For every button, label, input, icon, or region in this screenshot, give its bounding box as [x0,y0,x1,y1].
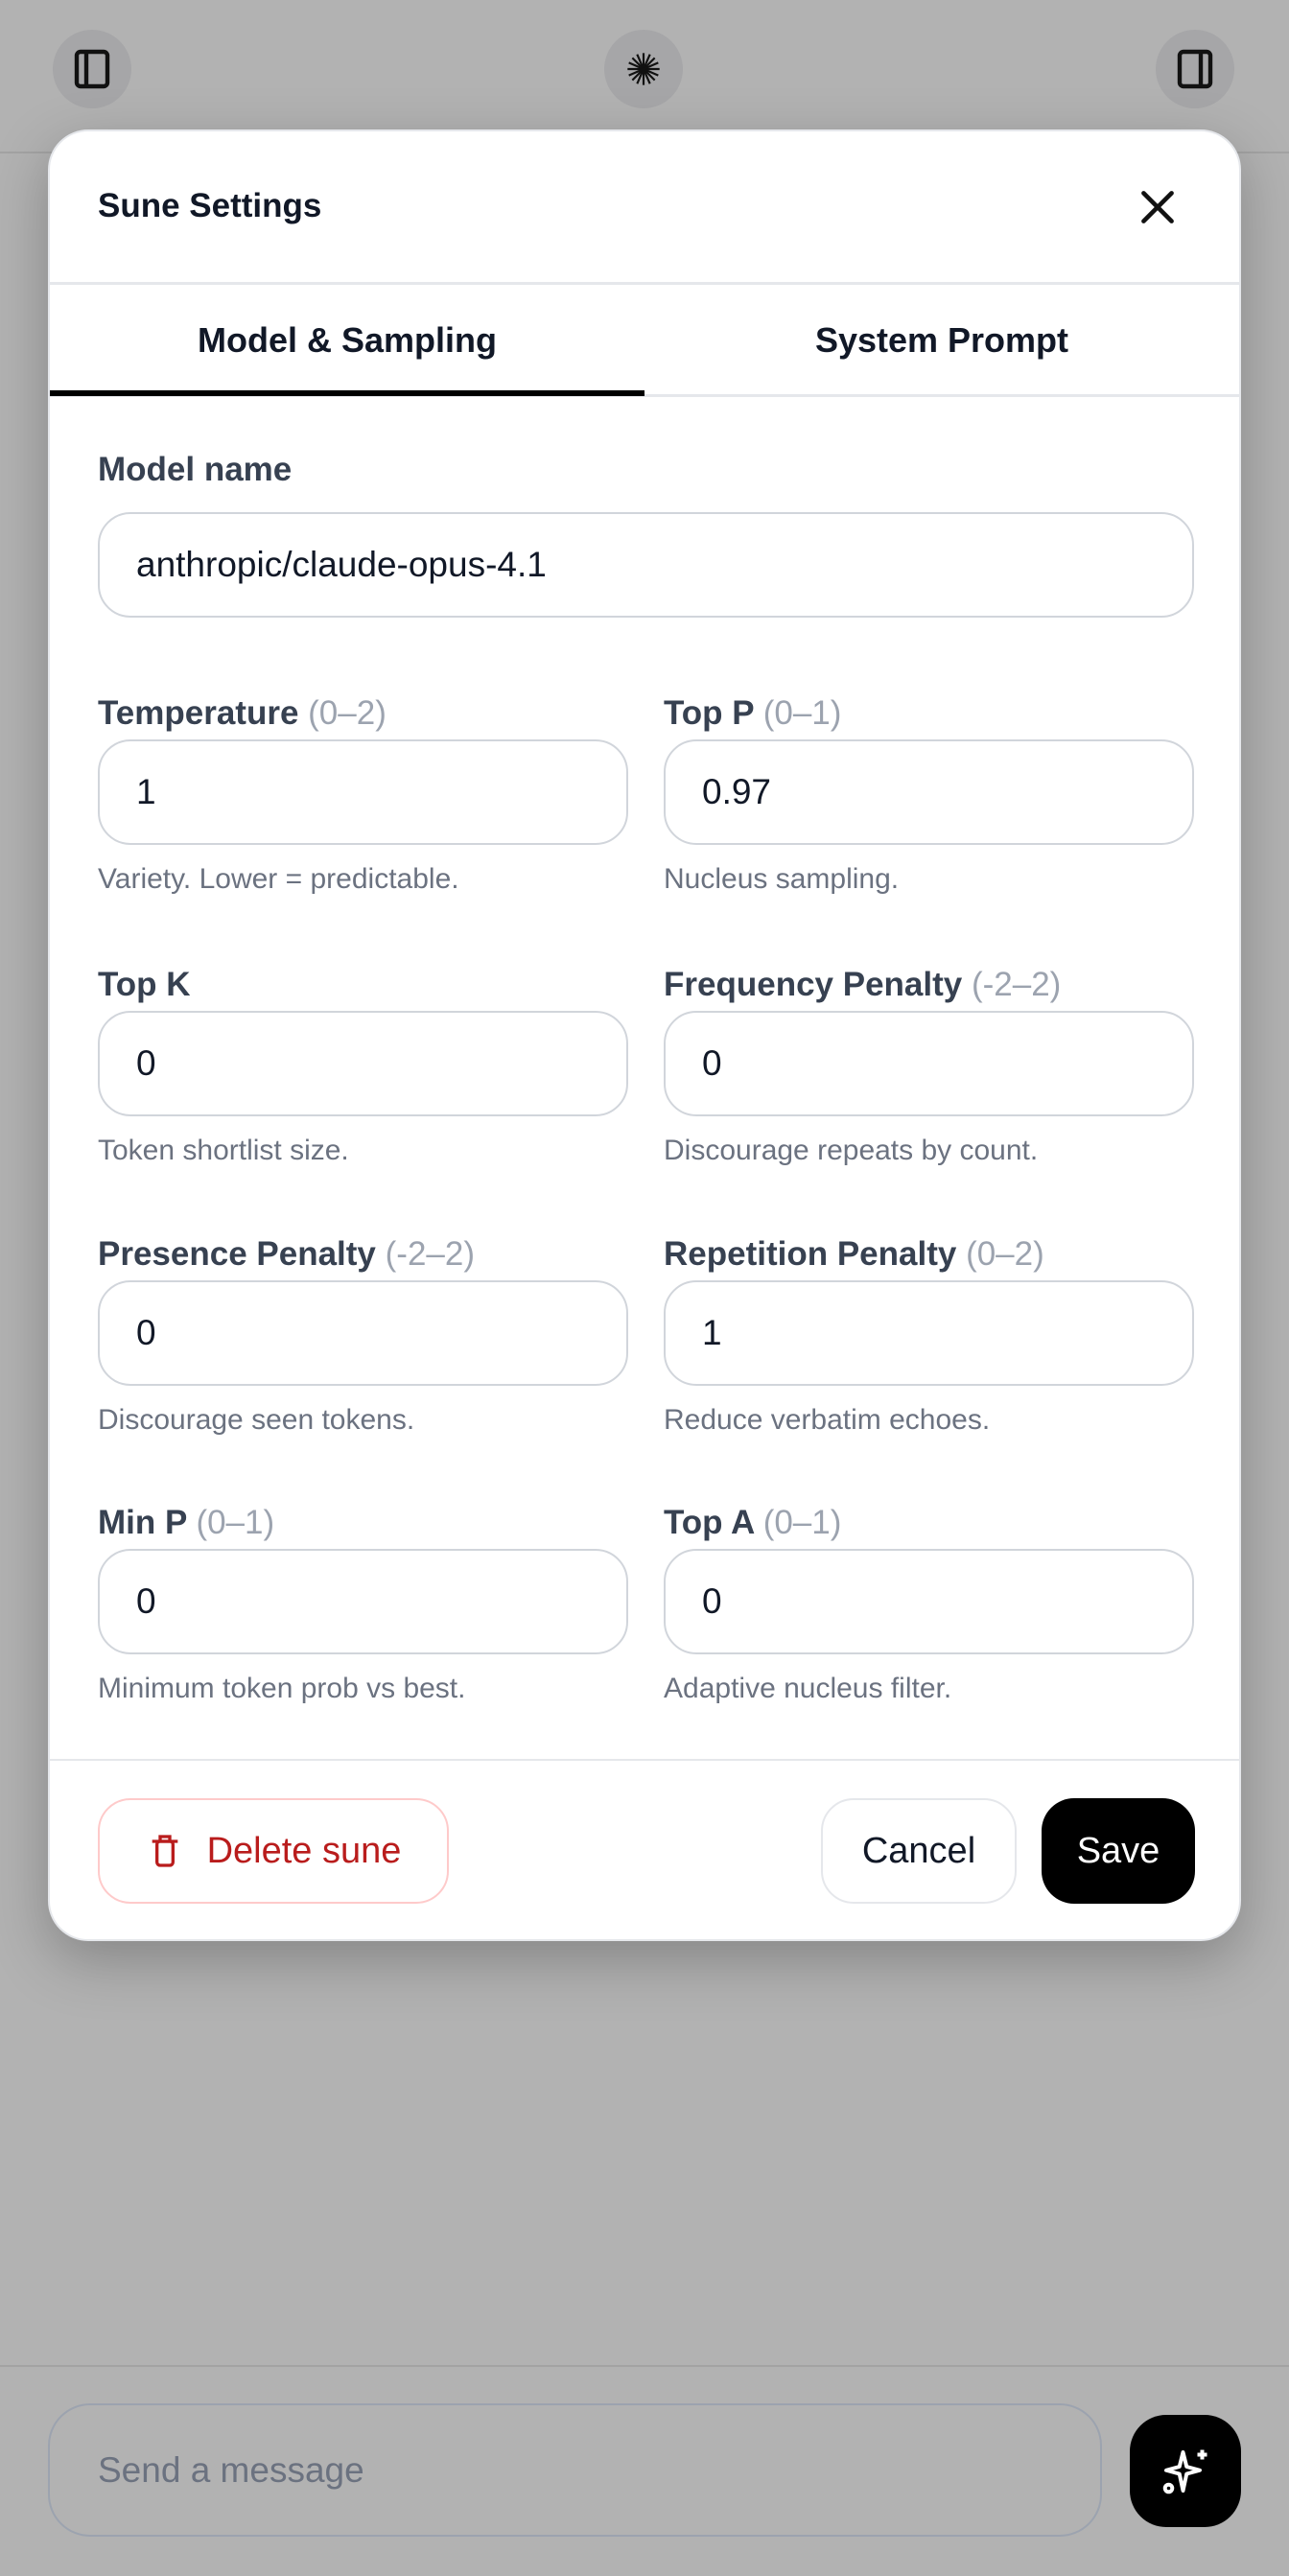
top-a-hint: Adaptive nucleus filter. [664,1673,952,1704]
delete-sune-button[interactable]: Delete sune [98,1798,449,1904]
top-k-label: Top K [98,966,191,1004]
message-input[interactable]: Send a message [48,2403,1102,2537]
footer-divider [50,1759,1239,1761]
top-a-label-text: Top A [664,1504,754,1541]
tabs-divider [50,394,1239,397]
composer-divider [0,2365,1289,2367]
logo-button[interactable] [604,30,683,108]
temperature-label-text: Temperature [98,694,299,732]
modal-title: Sune Settings [98,187,322,224]
top-p-label-text: Top P [664,694,754,732]
temperature-hint: Variety. Lower = predictable. [98,863,459,895]
cancel-button[interactable]: Cancel [821,1798,1017,1904]
frequency-penalty-label-text: Frequency Penalty [664,966,963,1003]
presence-penalty-input[interactable]: 0 [98,1280,628,1386]
repetition-penalty-label: Repetition Penalty (0–2) [664,1235,1044,1274]
top-p-range: (0–1) [762,694,842,732]
sidebar-right-icon [1177,49,1213,89]
top-a-input[interactable]: 0 [664,1549,1194,1654]
frequency-penalty-input[interactable]: 0 [664,1011,1194,1116]
top-k-label-text: Top K [98,966,191,1003]
temperature-label: Temperature (0–2) [98,694,387,733]
repetition-penalty-label-text: Repetition Penalty [664,1235,957,1273]
sparkle-icon [1162,2449,1207,2494]
sidebar-left-icon [74,49,110,89]
frequency-penalty-label: Frequency Penalty (-2–2) [664,966,1061,1004]
close-icon [1141,191,1174,223]
trash-icon [152,1835,177,1867]
starburst-logo-icon [627,53,660,85]
frequency-penalty-range: (-2–2) [971,966,1062,1003]
toggle-right-sidebar-button[interactable] [1156,30,1234,108]
temperature-range: (0–2) [308,694,387,732]
presence-penalty-hint: Discourage seen tokens. [98,1404,415,1436]
presence-penalty-label: Presence Penalty (-2–2) [98,1235,475,1274]
settings-modal: Sune Settings Model & Sampling System Pr… [48,129,1241,1941]
top-p-hint: Nucleus sampling. [664,863,900,895]
frequency-penalty-hint: Discourage repeats by count. [664,1135,1039,1166]
min-p-label-text: Min P [98,1504,187,1541]
min-p-range: (0–1) [196,1504,275,1541]
top-a-range: (0–1) [762,1504,842,1541]
repetition-penalty-input[interactable]: 1 [664,1280,1194,1386]
top-p-label: Top P (0–1) [664,694,841,733]
presence-penalty-range: (-2–2) [385,1235,476,1273]
model-name-label: Model name [98,451,293,488]
presence-penalty-label-text: Presence Penalty [98,1235,376,1273]
save-button[interactable]: Save [1042,1798,1195,1904]
title-divider [50,282,1239,285]
top-p-input[interactable]: 0.97 [664,739,1194,845]
min-p-input[interactable]: 0 [98,1549,628,1654]
model-name-input[interactable]: anthropic/claude-opus-4.1 [98,512,1194,618]
message-placeholder: Send a message [98,2449,364,2490]
toggle-left-sidebar-button[interactable] [53,30,131,108]
repetition-penalty-range: (0–2) [966,1235,1044,1273]
tab-system-prompt[interactable]: System Prompt [814,319,1069,360]
temperature-input[interactable]: 1 [98,739,628,845]
active-tab-indicator [50,390,644,396]
delete-sune-label: Delete sune [206,1830,402,1871]
min-p-label: Min P (0–1) [98,1504,274,1542]
close-button[interactable] [1134,183,1182,231]
top-k-hint: Token shortlist size. [98,1135,349,1166]
sparkle-button[interactable] [1130,2415,1241,2527]
repetition-penalty-hint: Reduce verbatim echoes. [664,1404,991,1436]
tab-model-sampling[interactable]: Model & Sampling [197,319,497,360]
top-a-label: Top A (0–1) [664,1504,841,1542]
min-p-hint: Minimum token prob vs best. [98,1673,466,1704]
top-k-input[interactable]: 0 [98,1011,628,1116]
